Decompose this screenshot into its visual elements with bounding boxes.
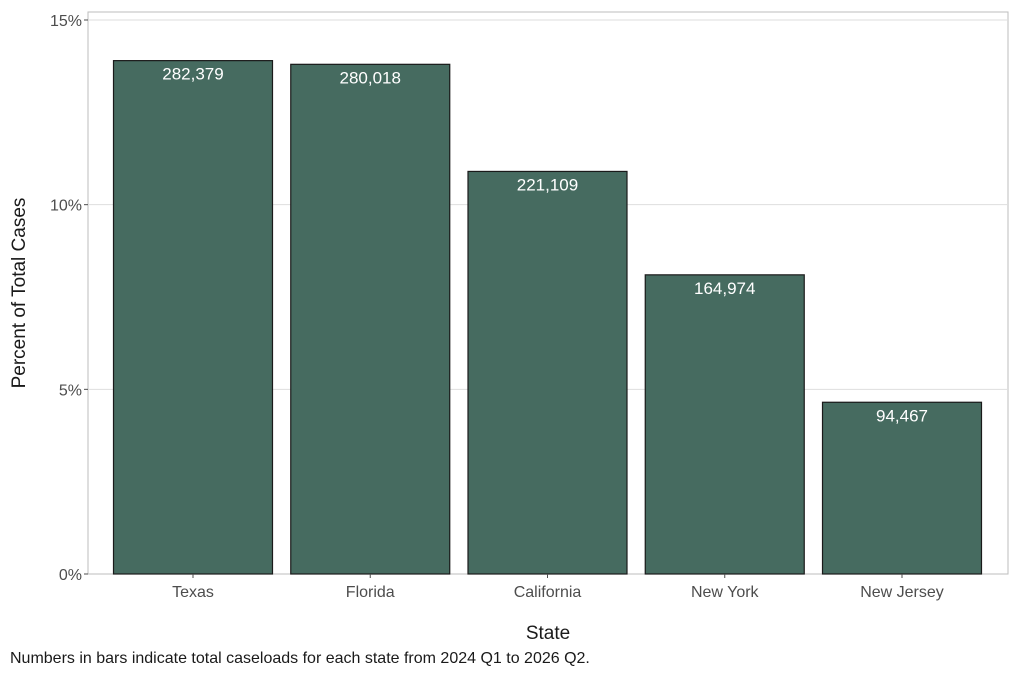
bar bbox=[467, 170, 628, 575]
y-tick-label: 5% bbox=[59, 382, 82, 399]
bar-data-label: 94,467 bbox=[876, 406, 928, 425]
data-labels: 282,379 280,018 221,109 164,974 94,467 bbox=[162, 65, 928, 426]
bar-data-label: 282,379 bbox=[162, 65, 223, 84]
bar-data-label: 221,109 bbox=[517, 175, 578, 194]
bar bbox=[290, 63, 451, 575]
chart-caption: Numbers in bars indicate total caseloads… bbox=[10, 650, 590, 667]
bar bbox=[112, 60, 274, 575]
y-tick-label: 0% bbox=[59, 567, 82, 584]
x-tick-label: New Jersey bbox=[860, 584, 944, 601]
x-tick-label: Texas bbox=[172, 584, 214, 601]
x-tick-label: Florida bbox=[346, 584, 395, 601]
bar bbox=[821, 401, 983, 575]
x-tick-label: California bbox=[514, 584, 582, 601]
y-tick-label: 15% bbox=[50, 13, 82, 30]
bar-data-label: 164,974 bbox=[694, 279, 755, 298]
bar-data-label: 280,018 bbox=[340, 68, 401, 87]
bar bbox=[644, 274, 805, 575]
x-tick-label: New York bbox=[691, 584, 760, 601]
y-tick-label: 10% bbox=[50, 198, 82, 215]
x-axis-ticks: Texas Florida California New York New Jersey bbox=[172, 574, 944, 601]
bars bbox=[112, 60, 983, 575]
y-axis-title: Percent of Total Cases bbox=[9, 198, 30, 389]
x-axis-title: State bbox=[526, 623, 570, 644]
y-axis-ticks: 0% 5% 10% 15% bbox=[50, 13, 88, 584]
